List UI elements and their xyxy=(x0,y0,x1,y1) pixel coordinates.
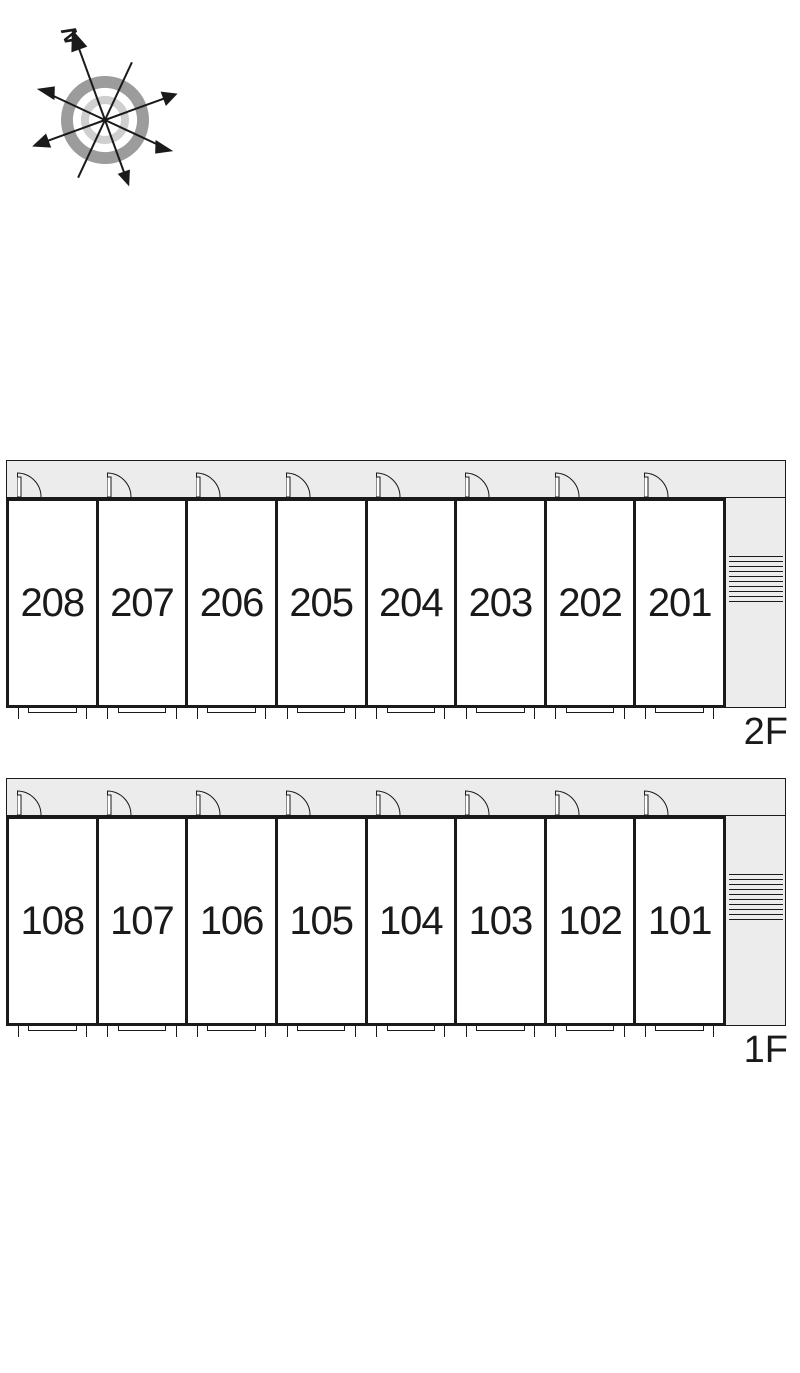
balcony-mark xyxy=(466,707,535,719)
unit-cell: 202 xyxy=(547,501,637,705)
unit-cell: 101 xyxy=(636,819,726,1023)
balcony-mark xyxy=(18,1025,87,1037)
stairs-icon xyxy=(729,874,783,934)
balcony-mark xyxy=(107,1025,176,1037)
balcony-mark xyxy=(376,1025,445,1037)
compass-rose: N xyxy=(20,20,190,195)
unit-cell: 107 xyxy=(99,819,189,1023)
unit-number: 208 xyxy=(20,581,84,626)
unit-number: 205 xyxy=(289,581,353,626)
unit-cell: 203 xyxy=(457,501,547,705)
unit-number: 203 xyxy=(469,581,533,626)
unit-number: 108 xyxy=(20,899,84,944)
balcony-mark xyxy=(107,707,176,719)
balcony-mark xyxy=(645,1025,714,1037)
unit-cell: 108 xyxy=(9,819,99,1023)
floor-label: 2F xyxy=(744,711,788,754)
balcony-mark xyxy=(555,1025,624,1037)
unit-cell: 201 xyxy=(636,501,726,705)
stairs-icon xyxy=(729,556,783,616)
balcony-mark xyxy=(376,707,445,719)
unit-number: 104 xyxy=(379,899,443,944)
unit-number: 103 xyxy=(469,899,533,944)
balcony-mark xyxy=(555,707,624,719)
unit-cell: 205 xyxy=(278,501,368,705)
balcony-mark xyxy=(645,707,714,719)
unit-number: 107 xyxy=(110,899,174,944)
units-row: 108 107 106 105 104 103 102 101 xyxy=(6,816,726,1026)
unit-number: 207 xyxy=(110,581,174,626)
unit-number: 204 xyxy=(379,581,443,626)
unit-cell: 102 xyxy=(547,819,637,1023)
floor-label: 1F xyxy=(744,1029,788,1072)
unit-cell: 103 xyxy=(457,819,547,1023)
floorplan-container: 208 207 206 205 204 203 202 201 2F 108 107 106 105… xyxy=(6,460,794,1096)
unit-number: 105 xyxy=(289,899,353,944)
balcony-mark xyxy=(18,707,87,719)
corridor xyxy=(6,460,786,498)
balcony-mark xyxy=(466,1025,535,1037)
corridor xyxy=(6,778,786,816)
units-row: 208 207 206 205 204 203 202 201 xyxy=(6,498,726,708)
compass-svg: N xyxy=(20,20,190,190)
balcony-mark xyxy=(197,707,266,719)
unit-cell: 207 xyxy=(99,501,189,705)
balcony-mark xyxy=(197,1025,266,1037)
unit-number: 106 xyxy=(200,899,264,944)
balcony-mark xyxy=(287,707,356,719)
unit-cell: 208 xyxy=(9,501,99,705)
balcony-mark xyxy=(287,1025,356,1037)
unit-number: 101 xyxy=(648,899,712,944)
unit-cell: 104 xyxy=(368,819,458,1023)
floor-block-2f: 208207206205204203202201 2F xyxy=(6,460,786,708)
unit-number: 206 xyxy=(200,581,264,626)
unit-cell: 206 xyxy=(188,501,278,705)
unit-cell: 106 xyxy=(188,819,278,1023)
unit-number: 201 xyxy=(648,581,712,626)
unit-number: 102 xyxy=(558,899,622,944)
unit-cell: 204 xyxy=(368,501,458,705)
unit-cell: 105 xyxy=(278,819,368,1023)
unit-number: 202 xyxy=(558,581,622,626)
floor-block-1f: 108107106105104103102101 1F xyxy=(6,778,786,1026)
